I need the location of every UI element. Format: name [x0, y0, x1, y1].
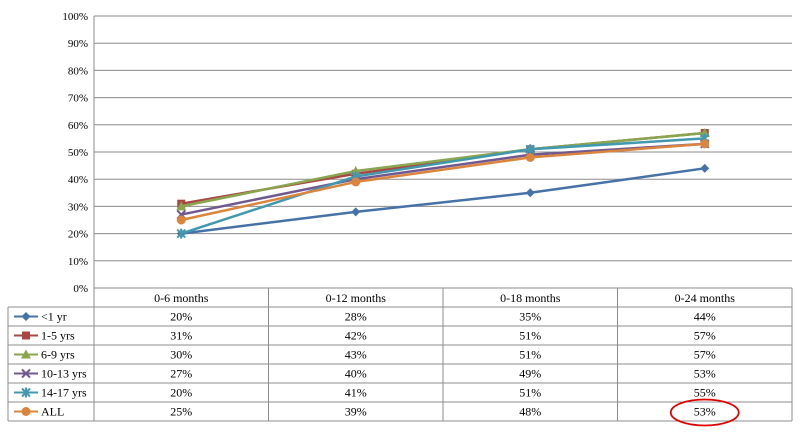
data-point	[351, 177, 361, 187]
table-cell: 40%	[345, 367, 367, 381]
y-tick-label: 90%	[68, 38, 88, 50]
table-cell: 28%	[345, 310, 367, 324]
legend-marker	[21, 312, 31, 321]
y-tick-label: 40%	[68, 174, 88, 186]
y-tick-label: 30%	[68, 201, 88, 213]
table-cell: 27%	[170, 367, 192, 381]
y-tick-label: 10%	[68, 256, 88, 268]
table-cell: 49%	[519, 367, 541, 381]
data-point	[700, 163, 710, 173]
legend-label: 1-5 yrs	[41, 329, 75, 343]
series-lines	[176, 127, 710, 239]
category-header: 0-6 months	[154, 291, 209, 305]
data-point	[351, 207, 361, 217]
series-line	[181, 142, 705, 216]
series-line	[180, 142, 705, 222]
legend-label: 14-17 yrs	[41, 386, 87, 400]
table-cell: 35%	[519, 310, 541, 324]
y-tick-label: 100%	[62, 11, 88, 23]
table-cell: 48%	[519, 405, 541, 419]
legend-marker	[21, 349, 31, 359]
table-cell: 20%	[170, 386, 192, 400]
y-tick-label: 0%	[73, 283, 88, 295]
data-point	[525, 144, 535, 155]
category-header: 0-12 months	[326, 291, 387, 305]
grid-lines	[93, 15, 792, 289]
table-cell: 41%	[345, 386, 367, 400]
legend-marker	[22, 331, 30, 340]
table-cell: 51%	[519, 348, 541, 362]
table-cell: 44%	[694, 310, 716, 324]
data-point	[700, 139, 710, 149]
table-cell: 53%	[694, 367, 716, 381]
legend-label: 6-9 yrs	[41, 348, 75, 362]
table-cell: 39%	[345, 405, 367, 419]
series-line	[181, 131, 705, 208]
series-line	[180, 137, 705, 235]
table-cell: 57%	[694, 329, 716, 343]
legend-marker	[21, 368, 31, 379]
data-point	[525, 188, 535, 198]
table-cell: 53%	[694, 405, 716, 419]
legend-marker	[21, 407, 31, 416]
annotation-layer	[669, 398, 740, 427]
y-tick-label: 60%	[68, 120, 88, 132]
y-tick-label: 80%	[68, 65, 88, 77]
legend-label: ALL	[41, 405, 64, 419]
y-axis-ticks: 0% 10% 20% 30% 40% 50% 60% 70% 80% 90% 100%	[62, 11, 88, 295]
table-cell: 55%	[694, 386, 716, 400]
data-table: 0-6 months 0-12 months 0-18 months 0-24 mon…	[7, 287, 793, 422]
series-line	[181, 167, 705, 235]
table-cell: 42%	[345, 329, 367, 343]
data-point	[525, 152, 535, 162]
y-tick-label: 50%	[68, 147, 88, 159]
table-cell: 31%	[170, 329, 192, 343]
highlight-ellipse	[669, 398, 740, 427]
category-header: 0-18 months	[500, 291, 561, 305]
table-cell: 20%	[170, 310, 192, 324]
table-cell: 51%	[519, 386, 541, 400]
table-cell: 25%	[170, 405, 192, 419]
legend-label: <1 yr	[41, 310, 67, 324]
legend-marker	[21, 387, 31, 398]
legend-label: 10-13 yrs	[41, 367, 87, 381]
table-cell: 30%	[170, 348, 192, 362]
table-cell: 51%	[519, 329, 541, 343]
category-header: 0-24 months	[675, 291, 736, 305]
table-cell: 43%	[345, 348, 367, 362]
data-point	[176, 215, 186, 225]
y-tick-label: 20%	[68, 229, 88, 241]
table-cell: 57%	[694, 348, 716, 362]
data-point	[176, 228, 186, 239]
data-point	[176, 201, 187, 211]
y-tick-label: 70%	[68, 93, 88, 105]
